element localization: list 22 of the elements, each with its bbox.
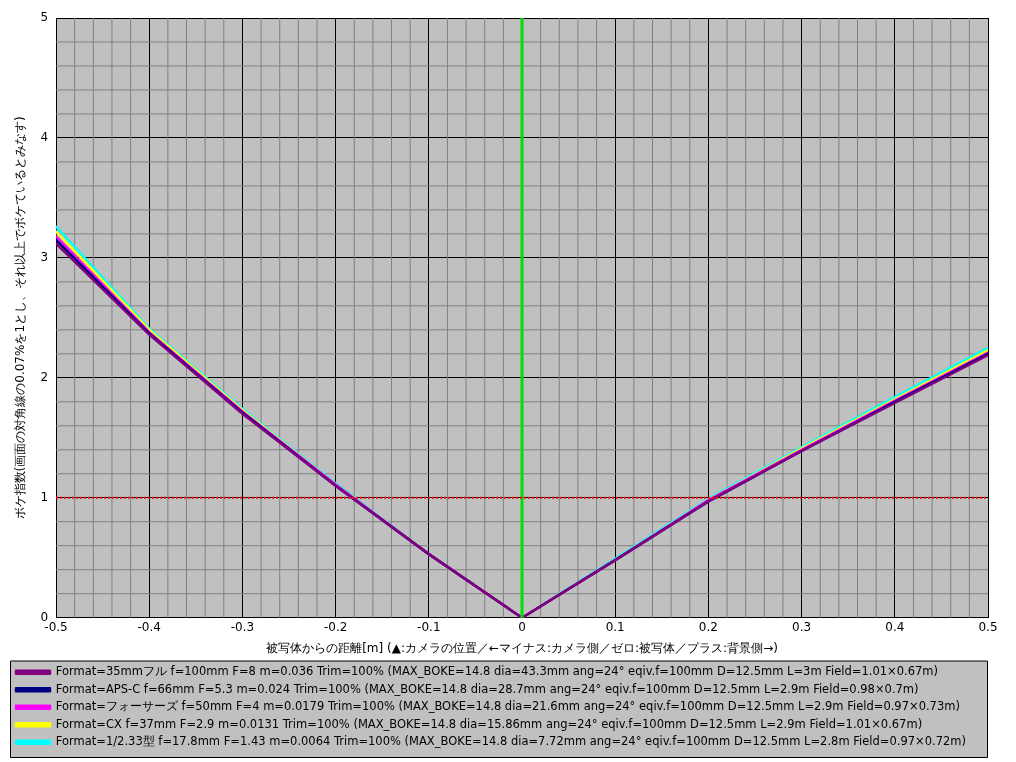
- y-axis-title: ボケ指数(画面の対角線の0.07%を1とし、それ以上でボケているとみなす): [13, 116, 28, 520]
- legend-label: Format=35mmフル f=100mm F=8 m=0.036 Trim=100% (MAX_BOKE=14.8 dia=43.3mm ang=24° eqiv.f=100mm D=12.5mm L=3m Field=1.01×0.67m): [55, 664, 938, 679]
- x-tick-label: -0.3: [230, 620, 255, 635]
- x-tick-label: 0: [518, 620, 526, 635]
- x-tick-label: -0.4: [137, 620, 161, 635]
- y-tick-label: 3: [40, 250, 49, 265]
- x-tick-label: 0.5: [978, 620, 998, 635]
- legend-label: Format=1/2.33型 f=17.8mm F=1.43 m=0.0064 Trim=100% (MAX_BOKE=14.8 dia=7.72mm ang=24° eqiv.f=100mm D=12.5mm L=2.8m Field=0.97×0.72m): [55, 734, 966, 749]
- y-tick-label: 2: [40, 369, 49, 384]
- x-tick-label: 0.4: [885, 620, 905, 635]
- legend-label: Format=APS-C f=66mm F=5.3 m=0.024 Trim=100% (MAX_BOKE=14.8 dia=28.7mm ang=24° eqiv.f=100mm D=12.5mm L=2.9m Field=0.98×0.7m): [55, 681, 919, 696]
- y-tick-label: 1: [40, 489, 49, 504]
- x-axis-title: 被写体からの距離[m] (▲:カメラの位置／←マイナス:カメラ側／ゼロ:被写体／プラス:背景側→): [266, 641, 778, 656]
- y-tick-label: 5: [40, 10, 49, 25]
- x-tick-label: 0.2: [698, 620, 718, 635]
- legend-label: Format=CX f=37mm F=2.9 m=0.0131 Trim=100% (MAX_BOKE=14.8 dia=15.86mm ang=24° eqiv.f=100mm D=12.5mm L=2.9m Field=1.01×0.67m): [55, 716, 923, 731]
- x-tick-label: -0.1: [417, 620, 441, 635]
- x-tick-label: 0.1: [605, 620, 625, 635]
- x-tick-label: -0.2: [323, 620, 348, 635]
- x-tick-label: 0.3: [792, 620, 812, 635]
- legend-label: Format=フォーサーズ f=50mm F=4 m=0.0179 Trim=100% (MAX_BOKE=14.8 dia=21.6mm ang=24° eqiv.f=100mm D=12.5mm L=2.9m Field=0.97×0.73m): [55, 699, 960, 714]
- y-tick-label: 4: [40, 130, 49, 145]
